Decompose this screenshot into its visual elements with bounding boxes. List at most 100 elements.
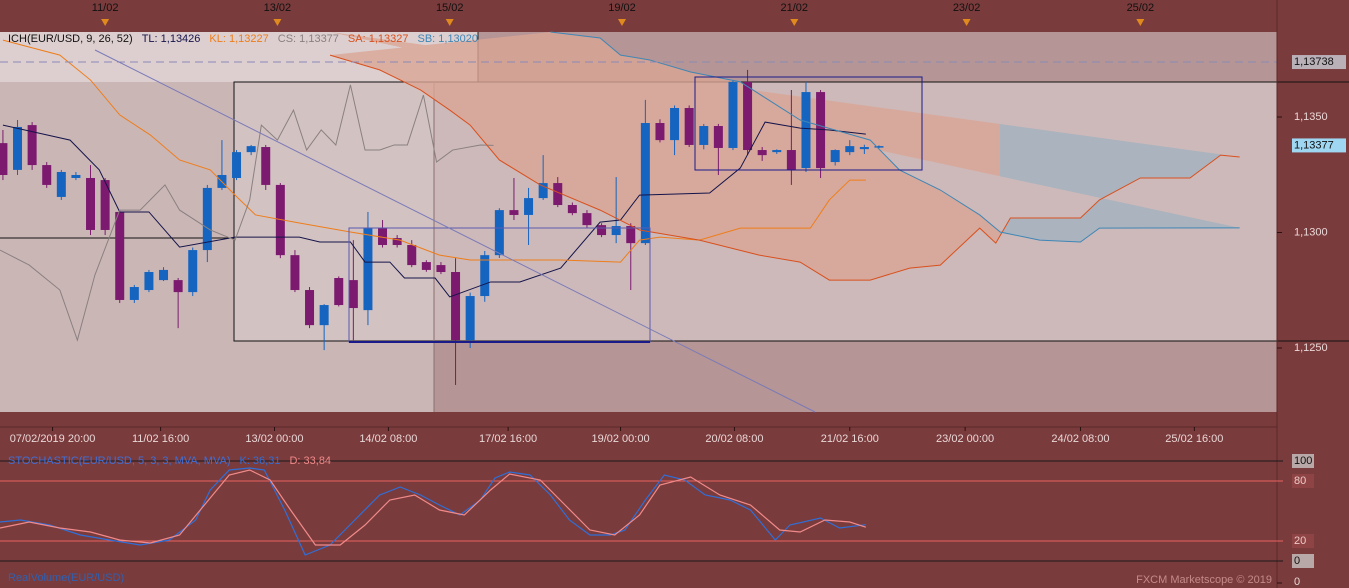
- price-pane: [0, 31, 1277, 385]
- candle-body: [202, 187, 212, 251]
- candle-body: [524, 198, 534, 215]
- candle-body: [305, 290, 315, 326]
- candle-body: [480, 255, 490, 297]
- candle-body: [830, 150, 840, 163]
- candle-body: [874, 146, 884, 148]
- candle-body: [567, 205, 577, 214]
- candle-body: [786, 150, 796, 170]
- top-date-label: 25/02: [1127, 2, 1155, 14]
- candle-body: [655, 123, 665, 141]
- x-tick-label: 21/02 16:00: [821, 433, 879, 445]
- candle-body: [261, 147, 271, 185]
- candle-body: [27, 125, 37, 166]
- indicator-line: [550, 31, 1240, 243]
- candle-body: [363, 228, 373, 311]
- date-marker: [790, 19, 799, 26]
- date-marker: [273, 19, 282, 26]
- cloud: [1000, 124, 1240, 242]
- indicator-title: STOCHASTIC(EUR/USD, 5, 3, 3, MVA, MVA): [8, 455, 231, 467]
- x-tick-label: 07/02/2019 20:00: [10, 433, 96, 445]
- date-marker: [1136, 19, 1145, 26]
- price-marker: [1292, 55, 1346, 70]
- level-label-box: [1292, 534, 1314, 548]
- price-marker: [1292, 138, 1346, 153]
- drawing-rectangle: [694, 76, 923, 171]
- level-label-box: [1292, 454, 1314, 468]
- legend-entry: SB: 1,13020: [417, 33, 479, 45]
- x-tick-label: 14/02 08:00: [359, 433, 417, 445]
- legend-entry: K: 36,31: [239, 455, 281, 467]
- candle-body: [465, 296, 475, 341]
- price-marker-label: 1,13377: [1294, 139, 1334, 151]
- y-tick-label: 100: [1294, 455, 1312, 467]
- candle-body: [494, 210, 504, 256]
- y-tick-label: 0: [1294, 555, 1300, 567]
- candle-body: [816, 92, 826, 169]
- candle-body: [129, 287, 139, 300]
- candle-body: [684, 108, 694, 145]
- cloud: [329, 32, 1000, 281]
- top-date-label: 19/02: [608, 2, 636, 14]
- candle-body: [86, 177, 96, 230]
- top-date-label: 21/02: [781, 2, 809, 14]
- candle-body: [42, 165, 52, 185]
- indicator-line: [0, 84, 494, 342]
- candle-body: [553, 183, 563, 206]
- candle-body: [757, 150, 767, 156]
- y-tick-label: 1,1250: [1294, 342, 1328, 354]
- date-marker: [962, 19, 971, 26]
- x-tick-label: 23/02 00:00: [936, 433, 994, 445]
- candle-body: [713, 126, 723, 148]
- candle-body: [115, 211, 125, 300]
- candle-body: [407, 244, 417, 266]
- candle-body: [845, 146, 855, 153]
- candle-body: [144, 272, 154, 291]
- legend-entry: D: 33,84: [289, 455, 332, 467]
- candle-body: [582, 213, 592, 226]
- candle-body: [319, 305, 329, 326]
- top-date-label: 13/02: [264, 2, 292, 14]
- date-marker: [445, 19, 454, 26]
- y-tick-label: 1,1350: [1294, 111, 1328, 123]
- candle-body: [772, 150, 782, 153]
- x-tick-label: 11/02 16:00: [132, 433, 189, 445]
- x-tick-label: 13/02 00:00: [245, 433, 303, 445]
- candle-body: [188, 250, 198, 293]
- candle-body: [626, 226, 636, 244]
- candle-body: [859, 147, 869, 150]
- legend: STOCHASTIC(EUR/USD, 5, 3, 3, MVA, MVA) K:…: [8, 455, 340, 467]
- y-tick-label: 80: [1294, 475, 1306, 487]
- date-marker: [618, 19, 627, 26]
- legend-entry: TL: 1,13426: [141, 33, 201, 45]
- candle-body: [378, 228, 388, 245]
- legend-entry: KL: 1,13227: [209, 33, 269, 45]
- candle-body: [640, 123, 650, 244]
- top-date-label: 15/02: [436, 2, 464, 14]
- candle-body: [509, 210, 519, 215]
- candle-body: [334, 278, 344, 306]
- candle-body: [348, 280, 358, 309]
- candle-body: [232, 152, 242, 178]
- candle-body: [290, 255, 300, 291]
- candle-body: [611, 226, 621, 236]
- indicator-title: ICH(EUR/USD, 9, 26, 52): [8, 33, 133, 45]
- candle-body: [0, 143, 8, 175]
- candle-body: [100, 180, 110, 230]
- level-label-box: [1292, 474, 1314, 488]
- stochastic-pane: [0, 460, 1283, 562]
- candle-body: [743, 81, 753, 151]
- price-marker-label: 1,13738: [1294, 56, 1334, 68]
- x-tick-label: 25/02 16:00: [1165, 433, 1223, 445]
- candle-body: [173, 280, 183, 293]
- legend-entry: CS: 1,13377: [277, 33, 339, 45]
- x-tick-label: 24/02 08:00: [1051, 433, 1109, 445]
- top-date-label: 23/02: [953, 2, 981, 14]
- candle-body: [436, 265, 446, 273]
- legend: ICH(EUR/USD, 9, 26, 52) TL: 1,13426 KL: 1,…: [8, 33, 487, 45]
- candle-body: [801, 92, 811, 169]
- y-tick-label: 20: [1294, 535, 1306, 547]
- candle-body: [246, 146, 256, 153]
- footer: FXCM Marketscope © 2019: [1136, 574, 1272, 586]
